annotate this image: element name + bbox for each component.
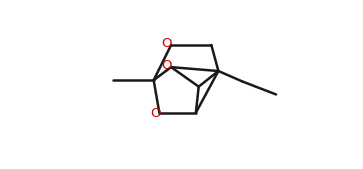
Text: O: O xyxy=(162,59,172,72)
Text: O: O xyxy=(162,37,172,50)
Text: O: O xyxy=(150,107,160,120)
